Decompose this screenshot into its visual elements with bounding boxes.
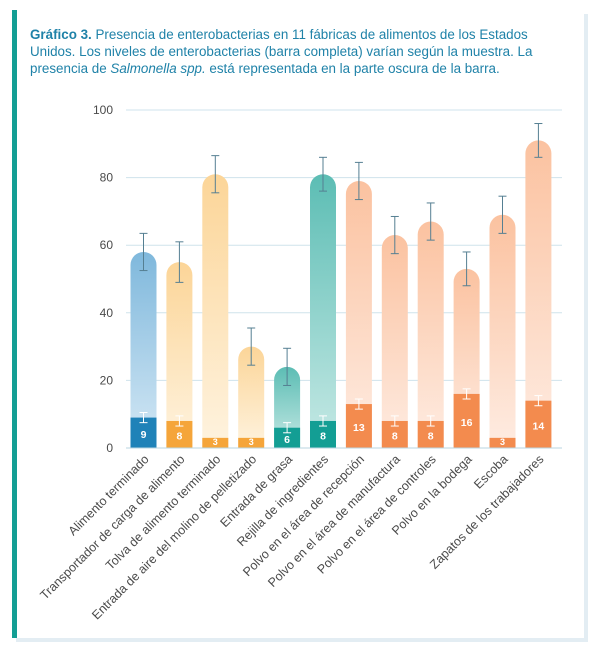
bar-total <box>166 262 193 448</box>
y-tick-label: 40 <box>100 306 114 320</box>
x-category-label: Polvo en el área de manufactura <box>265 452 403 590</box>
y-tick-label: 60 <box>100 238 114 252</box>
bar-salmonella <box>202 437 229 448</box>
salmonella-value-label: 8 <box>428 430 434 442</box>
salmonella-value-label: 9 <box>141 429 147 441</box>
bar-total <box>238 346 265 448</box>
bar-total <box>417 221 444 448</box>
bar-total <box>489 214 516 448</box>
bar-total <box>130 251 157 448</box>
caption-text-2: está representada en la parte oscura de … <box>205 61 500 76</box>
salmonella-value-label: 8 <box>176 430 182 442</box>
y-tick-label: 20 <box>100 373 114 387</box>
salmonella-value-label: 16 <box>461 417 473 429</box>
salmonella-value-label: 3 <box>500 437 505 447</box>
salmonella-value-label: 8 <box>320 430 326 442</box>
bar-salmonella <box>453 393 480 448</box>
bar-total <box>202 174 229 448</box>
salmonella-value-label: 3 <box>249 437 254 447</box>
salmonella-value-label: 6 <box>284 434 290 446</box>
caption-italic-text: Salmonella spp. <box>110 61 206 76</box>
y-tick-label: 80 <box>100 171 114 185</box>
figure-caption: Gráfico 3. Presencia de enterobacterias … <box>30 26 575 77</box>
bar-total <box>381 235 408 448</box>
caption-label: Gráfico 3. <box>30 27 92 42</box>
bar-salmonella <box>238 437 265 448</box>
y-tick-label: 0 <box>106 441 113 455</box>
x-category-label: Transportador de carga de alimento <box>37 452 187 602</box>
bar-salmonella <box>345 404 372 448</box>
caption-text-1: Presencia de enterobacterias en 11 fábri… <box>30 27 533 76</box>
accent-bar <box>12 10 17 638</box>
bar-total <box>525 140 552 449</box>
bar-salmonella <box>525 400 552 448</box>
y-tick-label: 100 <box>93 103 113 117</box>
bar-salmonella <box>274 427 301 448</box>
bar-total <box>345 180 372 449</box>
salmonella-value-label: 14 <box>533 420 545 432</box>
salmonella-value-label: 3 <box>213 437 218 447</box>
x-category-label: Entrada de aire del molino de pelletizad… <box>89 452 259 622</box>
salmonella-value-label: 13 <box>353 422 365 434</box>
salmonella-value-label: 8 <box>392 430 398 442</box>
bar-total <box>310 174 336 448</box>
bar-salmonella <box>489 437 516 448</box>
figure-card: Gráfico 3. Presencia de enterobacterias … <box>12 10 584 638</box>
